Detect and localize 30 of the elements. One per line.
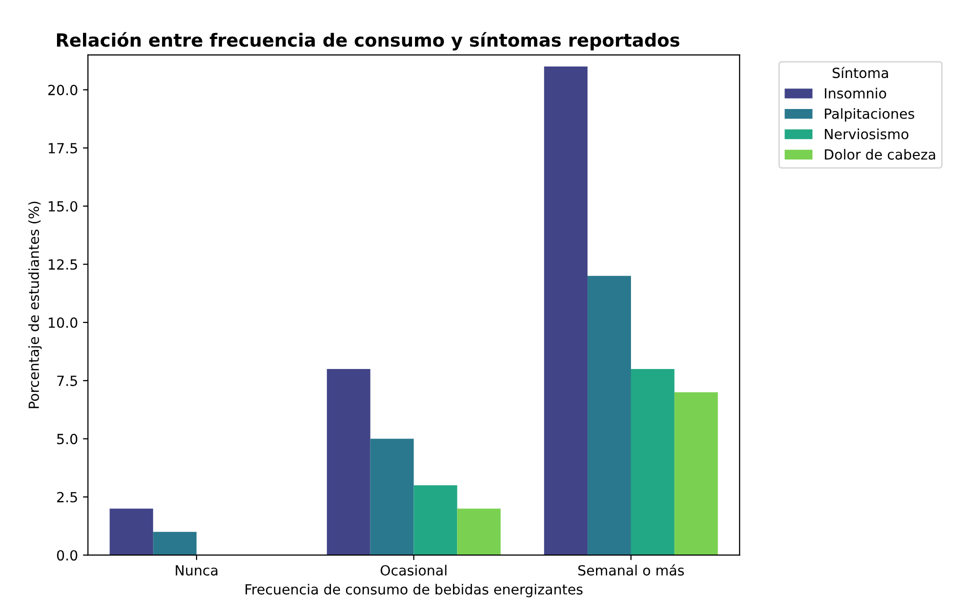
y-tick-label: 17.5: [48, 143, 77, 154]
bar: [588, 276, 631, 556]
bar: [544, 66, 588, 556]
y-tick-label: 0.0: [57, 550, 78, 561]
legend-label: Dolor de cabeza: [824, 148, 936, 160]
bar: [457, 508, 501, 556]
y-tick-label: 7.5: [57, 376, 77, 386]
legend-label: Palpitaciones: [824, 108, 914, 122]
x-tick-label: Semanal o más: [578, 564, 684, 576]
y-tick-label: 5.0: [57, 434, 78, 444]
bar: [153, 532, 197, 556]
y-tick-label: 2.5: [57, 492, 77, 502]
bar: [370, 438, 414, 556]
bar: [630, 368, 674, 556]
y-axis-title: Porcentaje de estudiantes (%): [28, 202, 42, 408]
bar: [674, 392, 718, 556]
bar: [414, 485, 458, 556]
x-axis-title: Frecuencia de consumo de bebidas energizantes: [246, 584, 583, 598]
bar: [326, 368, 370, 556]
y-tick-label: 15.0: [48, 201, 78, 212]
chart-title: Relación entre frecuencia de consumo y síntomas reportados: [57, 32, 680, 50]
x-tick-label: Nunca: [176, 565, 218, 576]
y-tick-label: 10.0: [48, 317, 78, 328]
legend-label: Insomnio: [824, 88, 886, 99]
y-tick-label: 12.5: [48, 259, 77, 270]
bar: [110, 508, 154, 556]
legend-label: Nerviosismo: [824, 128, 908, 140]
x-tick-label: Ocasional: [380, 564, 446, 576]
y-tick-label: 20.0: [48, 84, 78, 96]
legend-title: Síntoma: [832, 66, 888, 78]
